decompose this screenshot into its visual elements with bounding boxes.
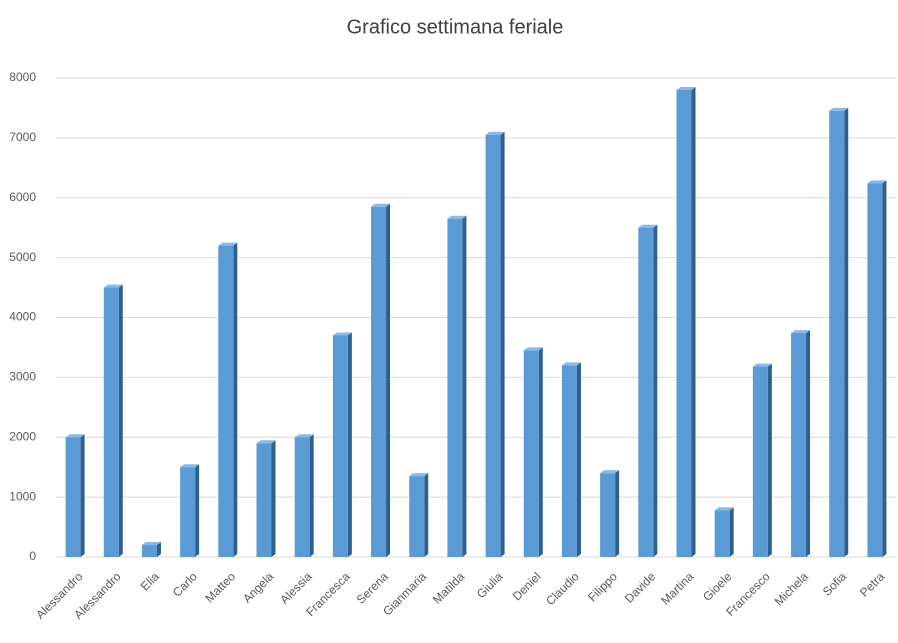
bar-side [500, 131, 505, 557]
bar-side [195, 464, 200, 557]
bar [561, 365, 577, 557]
bar-top [218, 242, 238, 246]
y-tick-label: 7000 [9, 130, 36, 144]
bar [523, 350, 539, 557]
bar-top [561, 362, 581, 366]
bar [256, 443, 272, 557]
x-tick-label: Davide [622, 569, 659, 606]
bar [447, 218, 463, 558]
bar [218, 245, 234, 557]
bar-side [233, 242, 238, 557]
x-tick-label: Alessia [277, 569, 314, 606]
bar-top [523, 347, 543, 351]
bar [65, 437, 81, 557]
bar-side [615, 470, 620, 557]
bar-top [791, 330, 811, 334]
bar-side [156, 542, 161, 557]
bar [829, 110, 845, 558]
bar-side [424, 473, 429, 557]
x-tick-label: Angela [240, 569, 277, 606]
x-tick-label: Matilda [430, 569, 467, 606]
bar-side [691, 86, 696, 557]
bar-top [829, 107, 849, 111]
bar-side [653, 224, 658, 557]
bar-side [347, 332, 352, 557]
y-tick-label: 2000 [9, 429, 36, 443]
bar-side [767, 363, 772, 557]
bar-side [882, 180, 887, 557]
bar-top [180, 464, 200, 468]
bar-top [447, 215, 467, 219]
bar-top [752, 363, 772, 367]
bar [638, 227, 654, 557]
x-tick-label: Sofia [820, 569, 849, 598]
bar [752, 366, 768, 557]
y-tick-label: 6000 [9, 190, 36, 204]
bar-side [844, 107, 849, 558]
bar-side [386, 203, 391, 557]
x-tick-label: Gioele [700, 569, 735, 604]
bar [867, 183, 883, 557]
bar-side [309, 434, 314, 557]
bar-top [409, 473, 429, 477]
x-tick-label: Filippo [585, 569, 620, 604]
bar [103, 287, 119, 557]
chart-title: Grafico settimana feriale [347, 16, 564, 38]
bar-top [371, 203, 391, 207]
y-tick-label: 1000 [9, 489, 36, 503]
bar [714, 510, 730, 557]
bar-top [676, 86, 696, 90]
bar-side [462, 215, 467, 558]
y-tick-label: 3000 [9, 370, 36, 384]
x-tick-label: Serena [354, 569, 391, 606]
bar [485, 134, 501, 557]
bar [180, 467, 196, 557]
bar-side [806, 330, 811, 557]
bar-top [141, 542, 161, 546]
x-tick-label: Elia [138, 569, 162, 593]
bar-top [867, 180, 887, 184]
y-tick-label: 5000 [9, 250, 36, 264]
bar [600, 473, 616, 557]
y-tick-label: 8000 [9, 70, 36, 84]
x-tick-label: Matteo [202, 569, 238, 605]
bar [371, 206, 387, 557]
bar-top [600, 470, 620, 474]
x-tick-label: Martina [658, 569, 696, 607]
bar-top [294, 434, 314, 438]
bar-top [714, 507, 734, 511]
bar [332, 335, 348, 557]
bar [676, 89, 692, 557]
y-tick-label: 0 [29, 549, 36, 563]
bar-top [485, 131, 505, 135]
bar [294, 437, 310, 557]
y-tick-label: 4000 [9, 310, 36, 324]
bar-top [256, 440, 276, 444]
x-tick-label: Deniel [510, 569, 544, 603]
bar-side [80, 434, 85, 557]
bar-side [576, 362, 581, 557]
bar-side [271, 440, 276, 557]
bar [791, 333, 807, 557]
bar-top [103, 284, 123, 288]
bar [141, 545, 157, 557]
bar [409, 476, 425, 557]
bar-top [65, 434, 85, 438]
x-tick-label: Carlo [170, 569, 200, 599]
bar-side [538, 347, 543, 557]
x-tick-label: Michela [772, 569, 811, 608]
bar-side [118, 284, 123, 557]
bar-top [638, 224, 658, 228]
x-tick-label: Petra [857, 569, 887, 599]
x-tick-label: Giulia [474, 569, 506, 601]
x-tick-label: Claudio [543, 569, 582, 608]
bar-top [332, 332, 352, 336]
bar-side [729, 507, 734, 557]
